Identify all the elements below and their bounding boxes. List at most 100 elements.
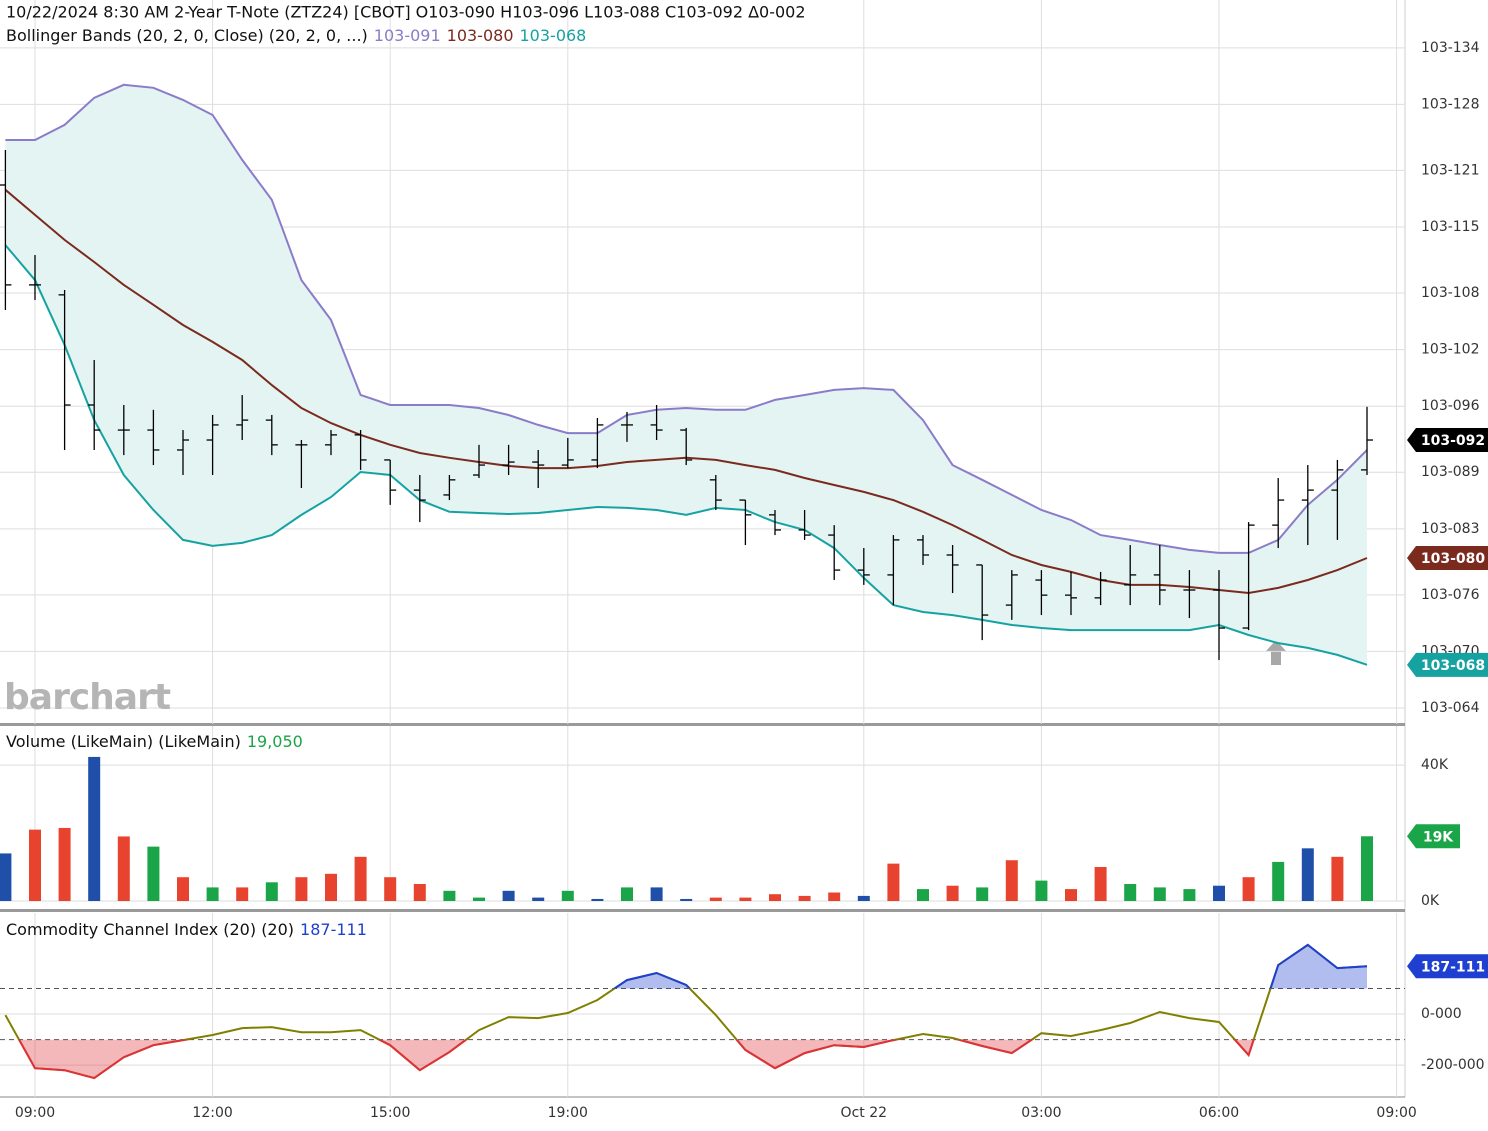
volume-bar: [88, 756, 101, 901]
price-tag-label: 103-092: [1421, 433, 1485, 449]
volume-bar: [1183, 889, 1196, 901]
volume-bar: [265, 882, 278, 901]
volume-bar: [1361, 836, 1373, 901]
price-tag: [1407, 546, 1488, 571]
volume-bar: [117, 836, 130, 901]
volume-bar: [206, 887, 219, 901]
y-tick-label: 103-128: [1421, 96, 1480, 112]
legend: Volume (LikeMain) (LikeMain) 19,050: [6, 732, 303, 751]
volume-bar: [177, 877, 189, 901]
legend-entry: 103-068: [520, 26, 587, 45]
price-tag: [1407, 652, 1488, 677]
volume-bar: [857, 895, 870, 901]
panel-divider: [0, 909, 1405, 912]
y-tick-label: 103-115: [1421, 219, 1480, 235]
legend-label: Commodity Channel Index (20) (20): [6, 920, 294, 939]
volume-bar: [1035, 880, 1048, 901]
volume-bar: [591, 898, 604, 901]
price-tag-label: 187-111: [1421, 959, 1485, 975]
volume-bar: [325, 873, 337, 901]
y-tick-label: 103-108: [1421, 285, 1480, 301]
volume-bar: [798, 895, 811, 901]
price-tag-label: 19K: [1423, 829, 1454, 845]
y-tick-label: 103-083: [1421, 521, 1480, 537]
volume-bar: [473, 897, 485, 901]
band-line: [4, 244, 1368, 666]
legend-label: Volume (LikeMain) (LikeMain): [6, 732, 241, 751]
cci-line-above: [612, 943, 1368, 989]
volume-bar: [1242, 877, 1255, 901]
volume-bar: [295, 877, 308, 901]
legend-entry: 103-091: [374, 26, 441, 45]
volume-bar: [354, 856, 367, 901]
legend-value: 19,050: [247, 732, 303, 751]
volume-bar: [413, 884, 426, 901]
volume-bar: [1153, 887, 1166, 901]
volume-bar: [621, 887, 633, 901]
y-tick-label: 103-064: [1421, 700, 1480, 716]
x-tick-label: 09:00: [15, 1105, 55, 1121]
volume-bar: [1065, 889, 1077, 901]
signal-arrow: [1266, 640, 1286, 665]
chart-title: 10/22/2024 8:30 AM 2-Year T-Note (ZTZ24)…: [6, 3, 806, 22]
band-line: [5, 83, 1368, 554]
price-tag-label: 103-068: [1421, 658, 1485, 674]
y-tick-label: 0K: [1421, 893, 1440, 909]
legend: Commodity Channel Index (20) (20) 187-111: [6, 920, 367, 939]
price-tag-label: 103-080: [1421, 551, 1486, 567]
band-fill: [5, 84, 1367, 665]
x-tick-label: 15:00: [370, 1105, 410, 1121]
volume-bar: [1272, 861, 1285, 901]
volume-bar: [443, 890, 456, 901]
legend-entry: 103-080: [447, 26, 514, 45]
volume-bar: [917, 889, 929, 901]
volume-bar: [828, 892, 841, 901]
volume-bar: [1213, 885, 1225, 901]
y-tick-label: -200-000: [1421, 1057, 1485, 1073]
y-tick-label: 103-096: [1421, 398, 1480, 414]
x-tick-label: Oct 22: [841, 1105, 887, 1121]
volume-bar: [976, 887, 989, 901]
y-tick-label: 103-089: [1421, 464, 1480, 480]
legend-entry: 187-111: [300, 920, 367, 939]
volume-bar: [561, 890, 574, 901]
x-tick-label: 19:00: [548, 1105, 588, 1121]
volume-bar: [680, 898, 693, 901]
y-tick-label: 0-000: [1421, 1006, 1462, 1022]
price-tag: [1407, 954, 1488, 979]
price-tag: [1407, 824, 1460, 849]
volume-bar: [887, 863, 900, 901]
volume-bar: [1331, 856, 1344, 901]
volume-bar: [384, 877, 397, 901]
legend-label: Bollinger Bands (20, 2, 0, Close) (20, 2…: [6, 26, 368, 45]
y-tick-label: 103-121: [1421, 162, 1480, 178]
y-tick-label: 40K: [1421, 757, 1449, 773]
panel-divider: [0, 723, 1405, 726]
cci-fill-below: [5, 1039, 1367, 1079]
volume-bar: [1005, 860, 1018, 901]
x-tick-label: 03:00: [1021, 1105, 1061, 1121]
volume-bar: [236, 887, 249, 901]
y-tick-label: 103-134: [1421, 40, 1480, 56]
legend: Bollinger Bands (20, 2, 0, Close) (20, 2…: [6, 26, 586, 45]
volume-bar: [147, 846, 160, 901]
volume-bar: [29, 829, 41, 901]
volume-bar: [58, 827, 71, 901]
x-tick-label: 06:00: [1199, 1105, 1239, 1121]
watermark: barchart: [4, 677, 171, 718]
volume-bar: [769, 894, 781, 901]
x-tick-label: 09:00: [1376, 1105, 1416, 1121]
volume-bar: [739, 897, 752, 901]
y-tick-label: 103-076: [1421, 587, 1480, 603]
volume-bar: [650, 887, 663, 901]
volume-bar: [1094, 867, 1107, 901]
cci-fill-above: [614, 944, 1367, 989]
volume-bar: [709, 897, 722, 901]
volume-bar: [1124, 884, 1137, 901]
volume-bar: [502, 890, 515, 901]
price-tag: [1407, 428, 1488, 453]
volume-bar: [532, 897, 545, 901]
